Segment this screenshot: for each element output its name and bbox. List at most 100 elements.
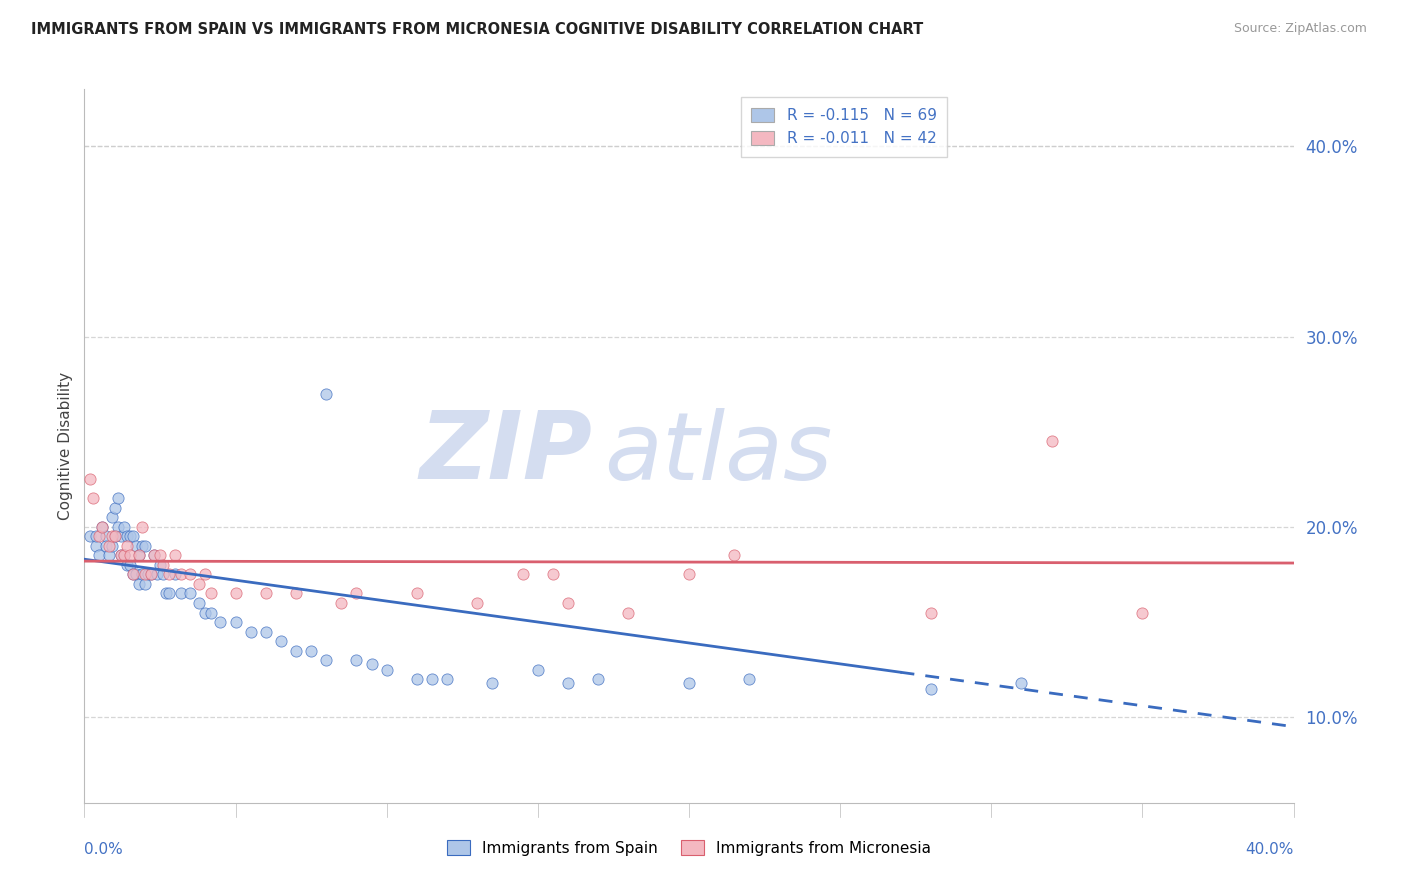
Text: atlas: atlas <box>605 408 832 499</box>
Point <box>115 558 138 572</box>
Point <box>118 529 141 543</box>
Point <box>165 567 187 582</box>
Point <box>115 539 138 553</box>
Point <box>100 539 122 553</box>
Point <box>170 586 193 600</box>
Point <box>104 529 127 543</box>
Point <box>179 586 201 600</box>
Point <box>100 510 122 524</box>
Point <box>157 586 180 600</box>
Point <box>107 491 129 506</box>
Point <box>94 529 117 543</box>
Point <box>678 567 700 582</box>
Point <box>149 549 172 563</box>
Point <box>149 558 172 572</box>
Point <box>91 520 114 534</box>
Point <box>128 549 150 563</box>
Point <box>86 539 108 553</box>
Point <box>467 596 489 610</box>
Point <box>225 615 247 629</box>
Point <box>194 606 217 620</box>
Point <box>315 653 337 667</box>
Point <box>128 549 150 563</box>
Point <box>97 539 120 553</box>
Point <box>557 676 579 690</box>
Point <box>110 549 132 563</box>
Point <box>406 586 429 600</box>
Point <box>86 529 108 543</box>
Point <box>157 567 180 582</box>
Text: 40.0%: 40.0% <box>1246 842 1294 857</box>
Point <box>194 567 217 582</box>
Point <box>165 549 187 563</box>
Point <box>270 634 292 648</box>
Point <box>588 672 610 686</box>
Point <box>100 529 122 543</box>
Y-axis label: Cognitive Disability: Cognitive Disability <box>58 372 73 520</box>
Point <box>118 549 141 563</box>
Point <box>121 529 143 543</box>
Point <box>112 549 135 563</box>
Point <box>406 672 429 686</box>
Point <box>541 567 564 582</box>
Point <box>436 672 458 686</box>
Point <box>155 586 177 600</box>
Point <box>128 577 150 591</box>
Point <box>239 624 262 639</box>
Point <box>200 606 222 620</box>
Point <box>420 672 443 686</box>
Text: 0.0%: 0.0% <box>84 842 124 857</box>
Point <box>136 567 159 582</box>
Point <box>131 520 153 534</box>
Point <box>285 643 308 657</box>
Point <box>512 567 534 582</box>
Point <box>112 520 135 534</box>
Point <box>1040 434 1063 449</box>
Point <box>121 567 143 582</box>
Point <box>527 663 550 677</box>
Point <box>254 624 277 639</box>
Point <box>315 386 337 401</box>
Point <box>104 529 127 543</box>
Point <box>920 606 942 620</box>
Point <box>360 657 382 671</box>
Point <box>225 586 247 600</box>
Point <box>209 615 232 629</box>
Point <box>920 681 942 696</box>
Text: IMMIGRANTS FROM SPAIN VS IMMIGRANTS FROM MICRONESIA COGNITIVE DISABILITY CORRELA: IMMIGRANTS FROM SPAIN VS IMMIGRANTS FROM… <box>31 22 924 37</box>
Point <box>146 567 169 582</box>
Point <box>738 672 761 686</box>
Point <box>142 549 165 563</box>
Point <box>107 520 129 534</box>
Text: Source: ZipAtlas.com: Source: ZipAtlas.com <box>1233 22 1367 36</box>
Point <box>346 586 368 600</box>
Point <box>110 549 132 563</box>
Point <box>125 539 148 553</box>
Point <box>299 643 322 657</box>
Point <box>188 577 211 591</box>
Point <box>375 663 398 677</box>
Point <box>79 529 101 543</box>
Point <box>723 549 745 563</box>
Point <box>152 567 174 582</box>
Point <box>94 539 117 553</box>
Point <box>89 549 111 563</box>
Point <box>346 653 368 667</box>
Point <box>110 529 132 543</box>
Point <box>131 567 153 582</box>
Point <box>139 567 162 582</box>
Point <box>139 567 162 582</box>
Point <box>91 520 114 534</box>
Point <box>1011 676 1033 690</box>
Point <box>131 539 153 553</box>
Point <box>678 676 700 690</box>
Point <box>89 529 111 543</box>
Point <box>125 567 148 582</box>
Point <box>134 539 156 553</box>
Point <box>115 529 138 543</box>
Point <box>134 567 156 582</box>
Point <box>254 586 277 600</box>
Point <box>285 586 308 600</box>
Point <box>170 567 193 582</box>
Point <box>179 567 201 582</box>
